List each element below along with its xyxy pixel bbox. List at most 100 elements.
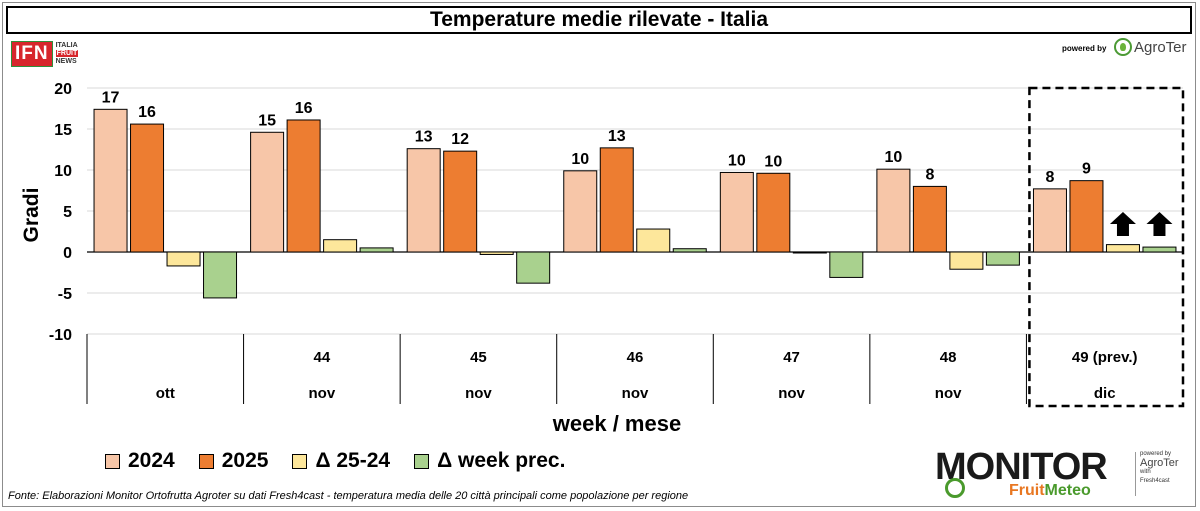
week-tick-label: 48 — [940, 349, 957, 366]
data-label: 15 — [258, 112, 276, 129]
source-note: Fonte: Elaborazioni Monitor Ortofrutta A… — [8, 490, 689, 502]
data-label: 12 — [451, 131, 469, 148]
side-agroter: AgroTer — [1140, 457, 1179, 469]
y-tick-label: -5 — [58, 286, 72, 303]
ifn-logo-block: IFN — [11, 41, 53, 67]
fruit-word: Fruit — [1009, 482, 1045, 499]
side-powered: powered by — [1140, 451, 1172, 457]
bar--week-prec- — [1142, 246, 1177, 253]
week-tick-label: 45 — [470, 349, 487, 366]
bar--25-24 — [636, 228, 671, 253]
agroter-logo: AgroTer — [1114, 38, 1187, 56]
monitor-word: MONITOR — [935, 446, 1108, 488]
bar--25-24 — [949, 251, 984, 270]
y-axis-label: Gradi — [20, 188, 43, 243]
bar--week-prec- — [672, 248, 707, 253]
bar--week-prec- — [203, 251, 238, 299]
data-label: 10 — [884, 149, 902, 166]
legend-item-2025: 2025 — [198, 449, 269, 473]
legend-label-week: Δ week prec. — [437, 449, 566, 472]
data-label: 9 — [1082, 161, 1091, 178]
logo-divider — [1135, 452, 1136, 496]
agroter-text: AgroTer — [1134, 38, 1187, 56]
month-tick-label: nov — [778, 385, 805, 402]
data-label: 16 — [138, 104, 156, 121]
bar-2024 — [93, 108, 128, 253]
y-tick-label: 10 — [54, 163, 72, 180]
bar-2025 — [756, 172, 791, 253]
legend-swatch-2024 — [105, 453, 120, 469]
legend-label-2025: 2025 — [221, 449, 269, 472]
month-tick-label: nov — [935, 385, 962, 402]
bar--25-24 — [323, 239, 358, 253]
y-tick-label: 5 — [63, 204, 72, 221]
y-tick-label: 15 — [54, 122, 72, 139]
data-label: 8 — [1046, 169, 1055, 186]
month-tick-label: ott — [156, 385, 175, 402]
y-tick-label: 0 — [63, 245, 72, 262]
month-tick-label: dic — [1094, 385, 1116, 402]
legend-swatch-week — [414, 453, 430, 469]
y-tick-label: 20 — [54, 81, 72, 98]
bar--25-24 — [1105, 244, 1140, 253]
bar-2025 — [599, 147, 634, 253]
arrow-up-icon — [1109, 212, 1136, 236]
monitor-side-credits: powered by AgroTer with Fresh4cast — [1140, 450, 1179, 486]
data-label: 17 — [102, 89, 120, 106]
bar-2025 — [443, 150, 478, 253]
legend-item-week: Δ week prec. — [414, 449, 565, 473]
ifn-word-2: FRUIT — [55, 50, 79, 57]
ifn-logo: IFN ITALIA FRUIT NEWS — [11, 41, 79, 67]
data-label: 10 — [764, 153, 782, 170]
data-label: 13 — [608, 128, 626, 145]
bar--week-prec- — [829, 251, 864, 278]
data-label: 10 — [728, 152, 746, 169]
bar-2024 — [563, 170, 598, 253]
legend-swatch-delta — [292, 453, 308, 469]
magnifier-icon — [945, 478, 965, 498]
legend-label-2024: 2024 — [128, 449, 175, 472]
ifn-word-1: ITALIA — [55, 42, 78, 49]
legend-swatch-2025 — [198, 453, 214, 469]
forecast-highlight-box — [1028, 86, 1185, 408]
month-tick-label: nov — [309, 385, 336, 402]
meteo-word: Meteo — [1044, 482, 1091, 499]
month-tick-label: nov — [465, 385, 492, 402]
side-fresh4cast: Fresh4cast — [1140, 478, 1170, 484]
data-label: 8 — [925, 166, 934, 183]
arrow-up-icon — [1146, 212, 1173, 236]
week-tick-label: 49 (prev.) — [1072, 349, 1138, 366]
bar-2025 — [912, 185, 947, 253]
month-tick-label: nov — [622, 385, 649, 402]
x-axis-label: week / mese — [552, 411, 681, 436]
legend-label-delta: Δ 25-24 — [315, 449, 391, 472]
legend: 2024 2025 Δ 25-24 Δ week prec. — [105, 449, 589, 473]
bar-2024 — [250, 131, 285, 253]
bar-2025 — [130, 123, 165, 253]
legend-item-2024: 2024 — [105, 449, 175, 473]
bar-2024 — [406, 148, 441, 253]
ifn-word-3: NEWS — [55, 58, 77, 65]
data-label: 16 — [295, 100, 313, 117]
fruitmeteo-word: FruitMeteo — [1009, 482, 1091, 500]
powered-by-label: powered by — [1062, 44, 1107, 53]
bar-2025 — [286, 119, 321, 253]
side-with: with — [1140, 469, 1151, 475]
agroter-tree-icon — [1114, 38, 1132, 56]
y-tick-label: -10 — [49, 327, 72, 344]
bar-2025 — [1069, 180, 1104, 253]
week-tick-label: 46 — [627, 349, 644, 366]
ifn-logo-words: ITALIA FRUIT NEWS — [55, 42, 79, 66]
bar--week-prec- — [516, 251, 551, 284]
bar--25-24 — [479, 251, 514, 255]
data-label: 10 — [571, 151, 589, 168]
bar--week-prec- — [359, 247, 394, 253]
data-label: 13 — [415, 129, 433, 146]
monitor-fruitmeteo-logo: MONITOR FruitMeteo — [935, 448, 1135, 500]
chart-title: Temperature medie rilevate - Italia — [6, 6, 1192, 34]
legend-item-delta: Δ 25-24 — [292, 449, 390, 473]
bar--25-24 — [792, 251, 827, 254]
bar-2024 — [876, 168, 911, 253]
